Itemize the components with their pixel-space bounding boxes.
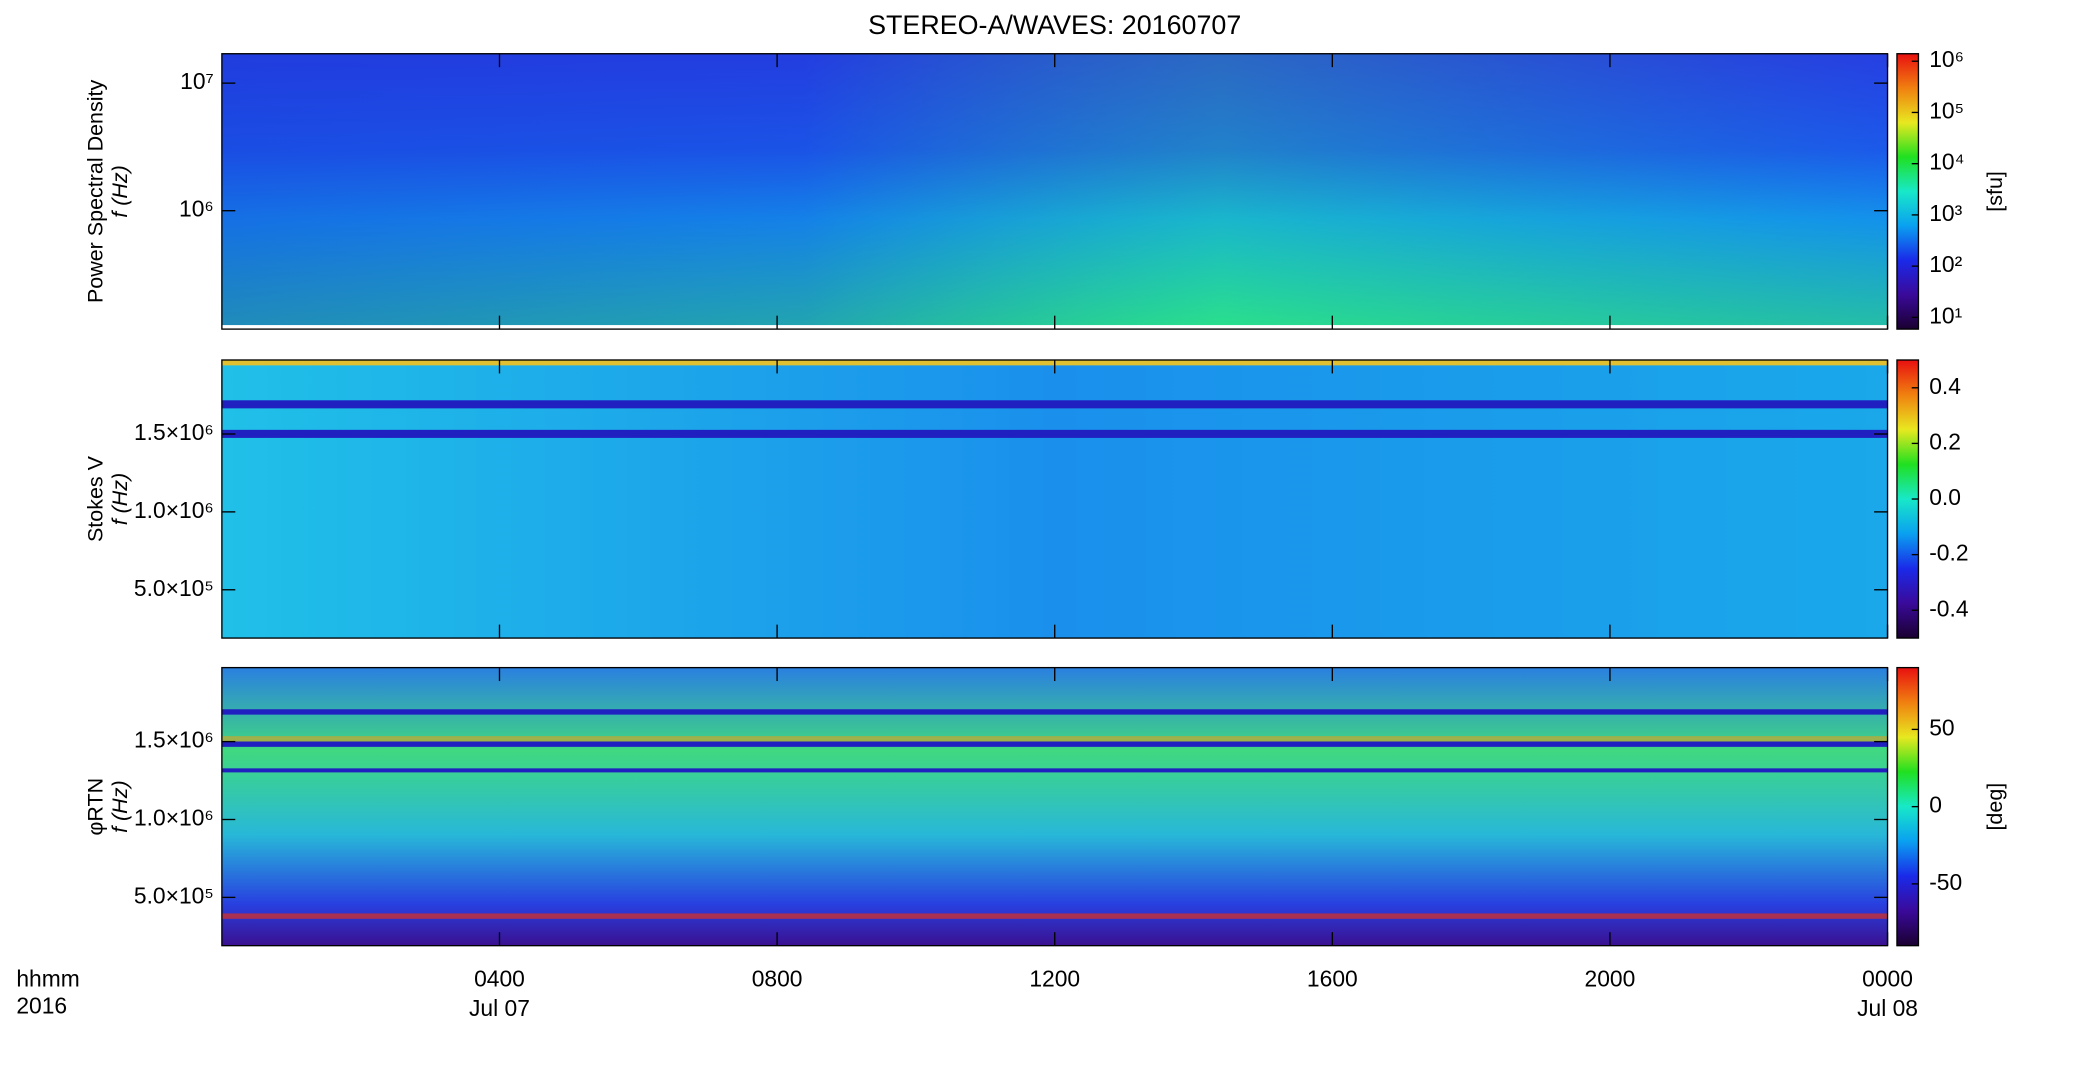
x-tick-label: 0800	[752, 966, 803, 992]
x-tick-label: 0000	[1862, 966, 1913, 992]
y-tick-label: 1.0×10⁶	[134, 497, 214, 523]
x-tick-label: 1600	[1307, 966, 1358, 992]
colorbar-tick-label: 10⁶	[1929, 46, 1964, 72]
y-axis-label: f (Hz)	[108, 473, 132, 526]
chart-title: STEREO-A/WAVES: 20160707	[868, 10, 1241, 40]
colorbar-tick-label: 10¹	[1929, 302, 1962, 328]
y-axis-label: f (Hz)	[108, 780, 132, 833]
colorbar-tick-label: 10⁵	[1929, 97, 1964, 123]
colorbar-tick-label: -50	[1929, 869, 1962, 895]
y-tick-label: 1.0×10⁶	[134, 805, 214, 831]
y-tick-label: 10⁷	[180, 68, 214, 94]
y-tick-label: 10⁶	[179, 196, 214, 222]
spectrogram-texture	[221, 53, 1888, 946]
x-date-label: Jul 08	[1857, 995, 1918, 1021]
colorbar-tick-label: 0.0	[1929, 484, 1961, 510]
colorbar-label: [deg]	[1983, 783, 2007, 831]
colorbar-tick-label: 10³	[1929, 200, 1962, 226]
colorbar-tick-label: -0.2	[1929, 540, 1968, 566]
colorbar-tick-label: 10⁴	[1929, 149, 1964, 175]
y-tick-label: 1.5×10⁶	[134, 727, 214, 753]
colorbar-tick-label: 0.2	[1929, 428, 1961, 454]
x-tick-label: 0400	[474, 966, 525, 992]
colorbar-tick-label: 0	[1929, 792, 1942, 818]
x-axis-legend: hhmm	[16, 966, 79, 992]
x-date-label: Jul 07	[469, 995, 530, 1021]
y-tick-label: 5.0×10⁵	[134, 882, 214, 908]
y-axis-label: Power Spectral Density	[84, 80, 108, 304]
colorbar	[1896, 53, 1920, 330]
y-tick-label: 1.5×10⁶	[134, 419, 214, 445]
x-tick-label: 1200	[1029, 966, 1080, 992]
y-tick-label: 5.0×10⁵	[134, 575, 214, 601]
x-tick-label: 2000	[1585, 966, 1636, 992]
x-axis-legend: 2016	[16, 992, 67, 1018]
colorbar-label: [sfu]	[1983, 171, 2007, 212]
colorbar-tick-label: -0.4	[1929, 595, 1969, 621]
colorbar-tick-label: 10²	[1929, 251, 1962, 277]
y-axis-label: f (Hz)	[108, 165, 132, 218]
colorbar-tick-label: 0.4	[1929, 373, 1961, 399]
colorbar-tick-label: 50	[1929, 714, 1954, 740]
y-axis-label: φRTN	[84, 778, 108, 836]
y-axis-label: Stokes V	[84, 455, 108, 542]
